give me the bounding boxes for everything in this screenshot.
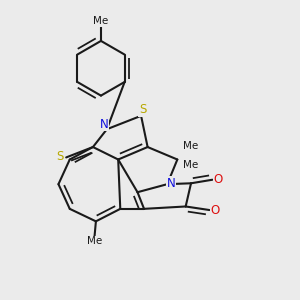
Text: Me: Me bbox=[93, 16, 109, 26]
Text: Me: Me bbox=[183, 141, 198, 151]
Text: N: N bbox=[167, 177, 176, 190]
Text: O: O bbox=[213, 172, 222, 186]
Text: N: N bbox=[100, 118, 109, 130]
Text: O: O bbox=[210, 204, 219, 217]
Text: S: S bbox=[139, 103, 146, 116]
Text: S: S bbox=[56, 150, 63, 163]
Text: Me: Me bbox=[183, 160, 198, 170]
Text: Me: Me bbox=[87, 236, 102, 246]
